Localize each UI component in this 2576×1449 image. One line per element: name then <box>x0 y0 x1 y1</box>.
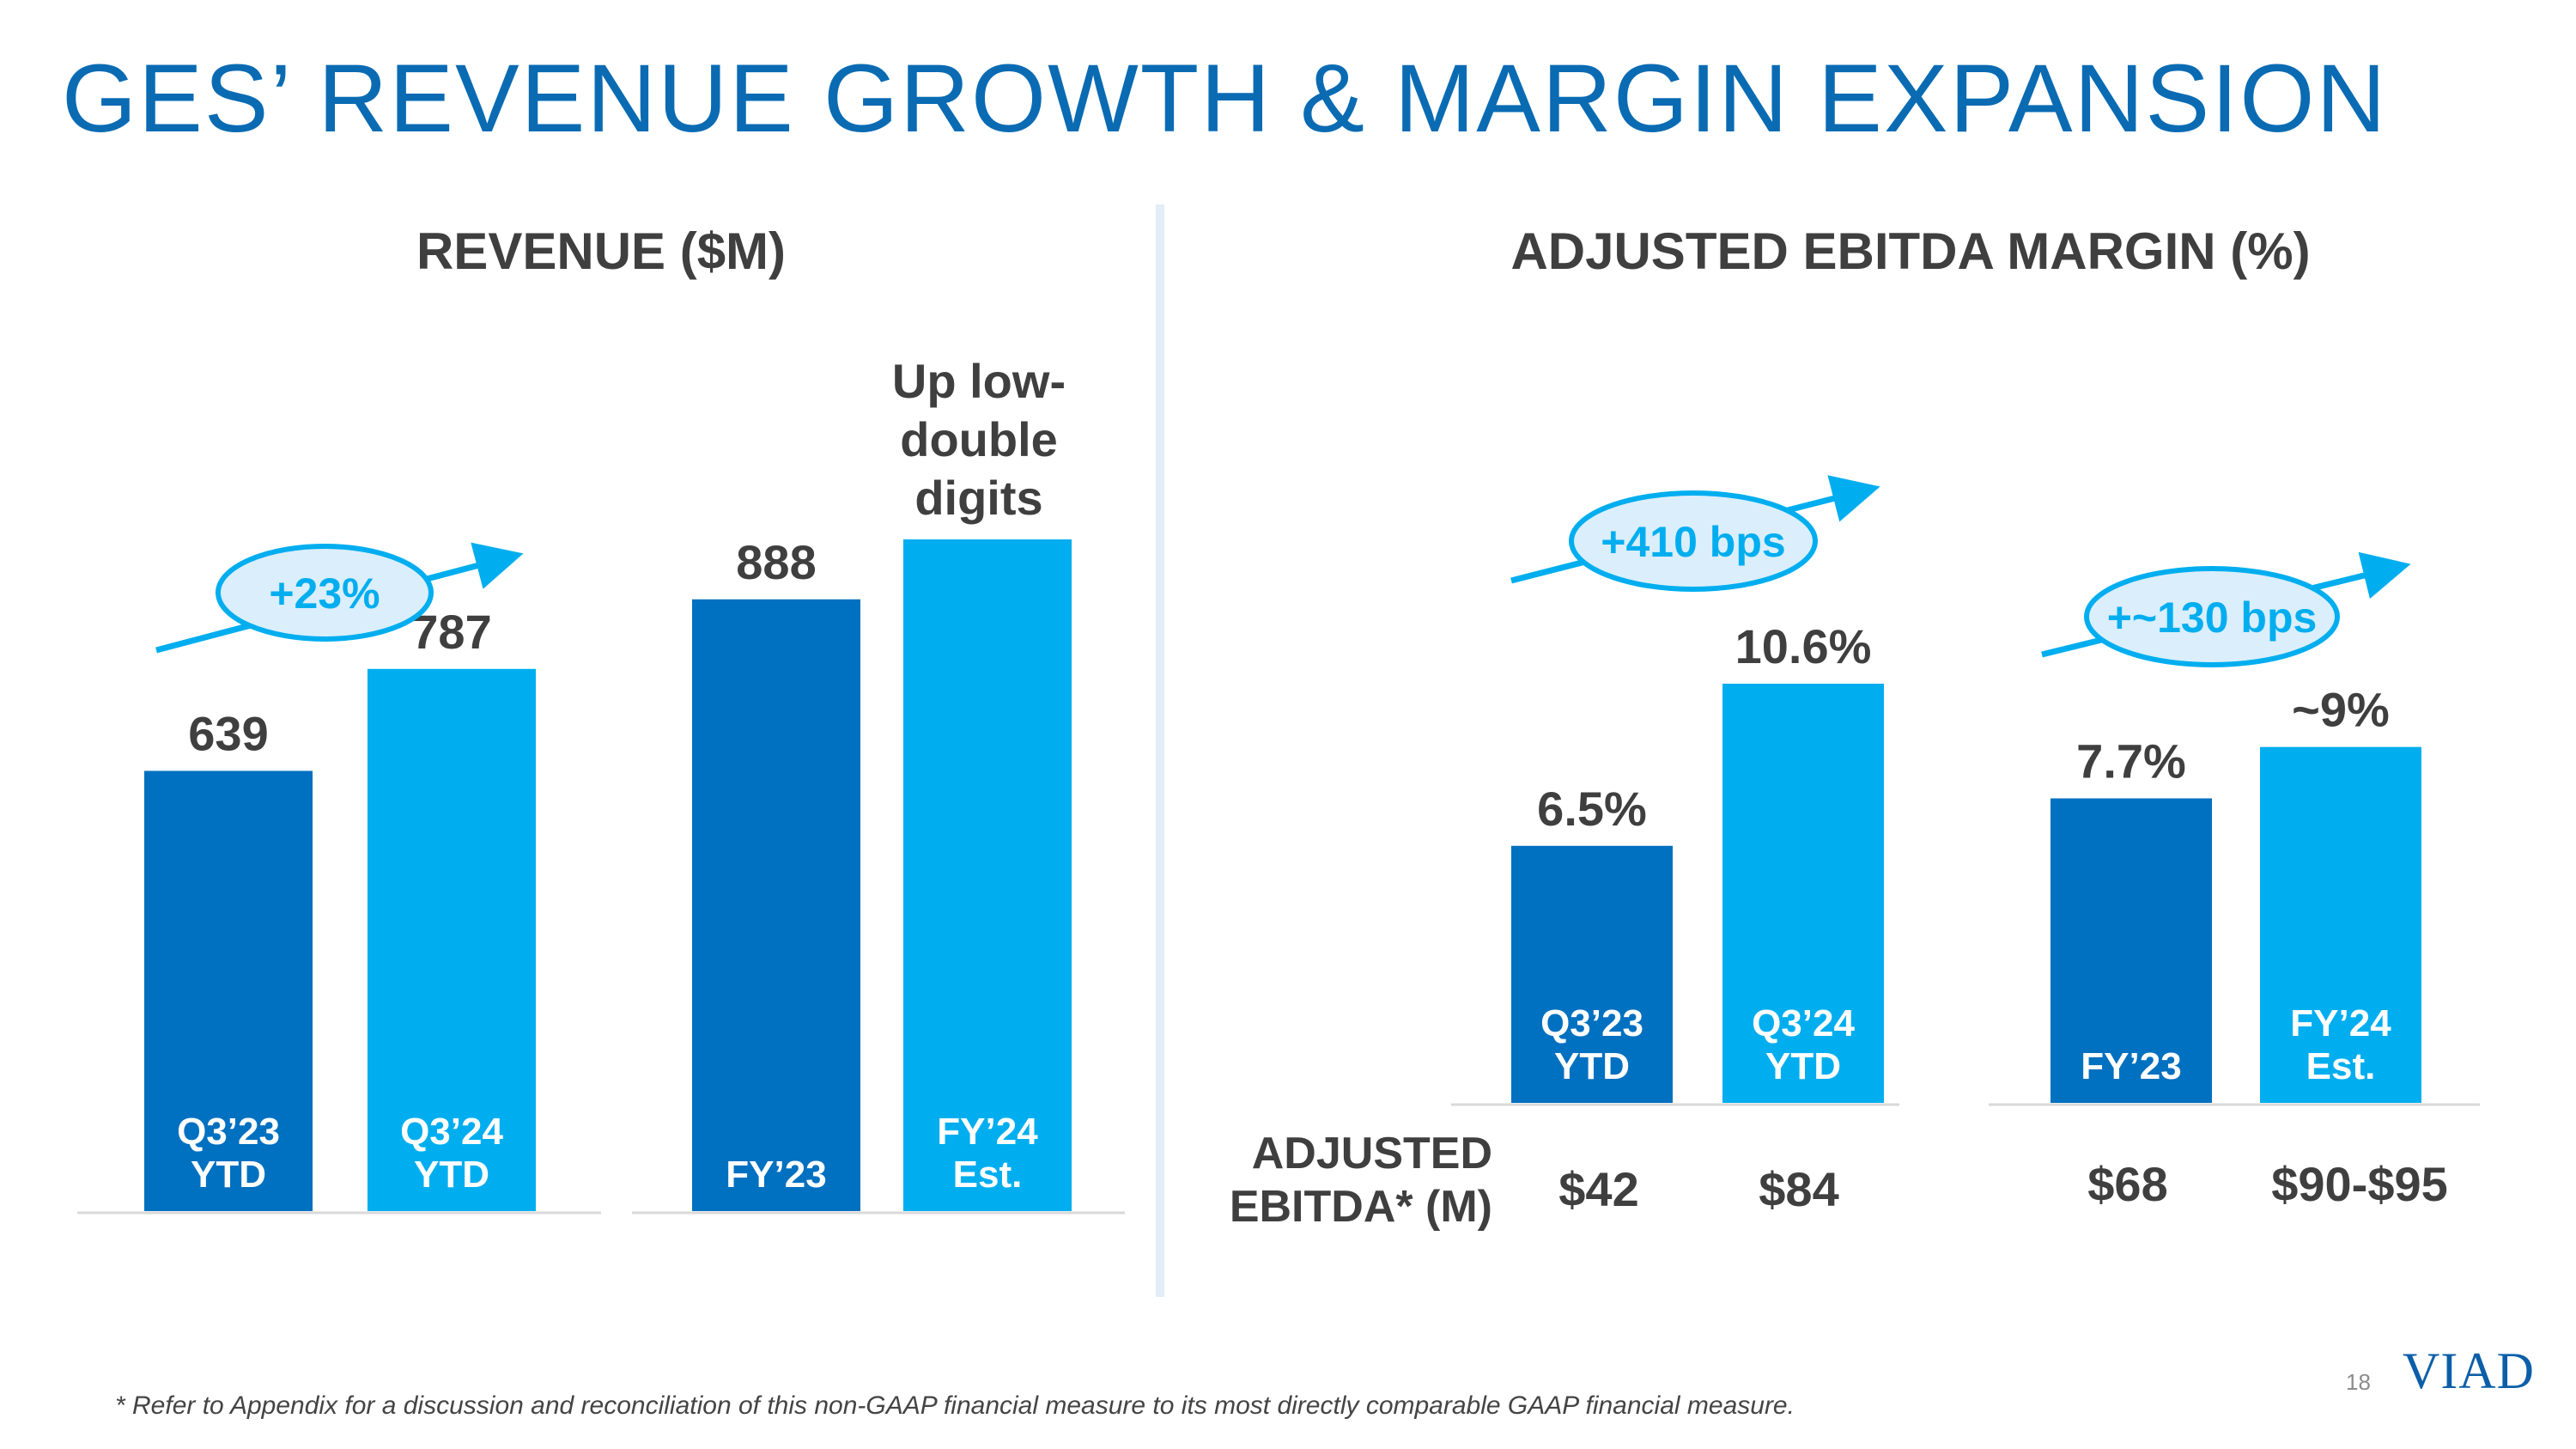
bar-1-1 <box>1722 684 1884 1103</box>
growth-badge-label: +23% <box>269 569 380 618</box>
category-label: YTD <box>1765 1045 1841 1087</box>
growth-badge <box>1569 490 1818 592</box>
bar-value-label: 639 <box>188 706 268 760</box>
category-label: YTD <box>1554 1045 1630 1087</box>
adjusted-ebitda-row-label: ADJUSTED EBITDA* (M) <box>1202 1127 1492 1233</box>
bar-value-label: 7.7% <box>2076 734 2186 788</box>
panel-divider <box>1156 204 1164 1297</box>
bar-1-3 <box>2260 746 2421 1103</box>
category-label: Q3’24 <box>1752 1002 1855 1044</box>
bar-value-label: 10.6% <box>1735 619 1872 673</box>
category-label: Est. <box>953 1154 1023 1196</box>
fy24-note-line: Up low- <box>891 354 1066 408</box>
fy24-note-line: double <box>900 412 1058 466</box>
page-number: 18 <box>2346 1369 2371 1395</box>
growth-badge <box>216 544 434 642</box>
category-label: FY’24 <box>937 1111 1038 1153</box>
category-label: FY’24 <box>2290 1002 2391 1044</box>
bar-value-label: ~9% <box>2292 683 2390 737</box>
category-label: FY’23 <box>726 1154 826 1196</box>
category-label: FY’23 <box>2081 1045 2181 1087</box>
growth-badge-label: +410 bps <box>1601 518 1785 566</box>
bar-1-2 <box>2050 798 2212 1103</box>
category-label: Q3’24 <box>400 1111 503 1153</box>
viad-logo: VIAD <box>2403 1342 2535 1399</box>
growth-badge-label: +~130 bps <box>2107 594 2318 642</box>
ebitda-value-q324: $84 <box>1759 1162 1839 1216</box>
category-label: Q3’23 <box>1540 1002 1643 1044</box>
ebitda-label-line: ADJUSTED <box>1251 1129 1492 1178</box>
bar-value-label: 888 <box>736 535 816 589</box>
bar-value-label: 6.5% <box>1537 782 1647 836</box>
category-label: YTD <box>414 1154 489 1196</box>
footnote: * Refer to Appendix for a discussion and… <box>115 1391 1795 1420</box>
ebitda-value-q323: $42 <box>1558 1162 1639 1216</box>
ebitda-label-line: EBITDA* (M) <box>1229 1182 1492 1232</box>
fy24-note-line: digits <box>914 471 1043 525</box>
category-label: YTD <box>191 1154 266 1196</box>
bar-0-3 <box>903 539 1072 1211</box>
bar-0-1 <box>368 668 536 1211</box>
bar-0-2 <box>692 599 860 1211</box>
category-label: Q3’23 <box>177 1111 280 1153</box>
ebitda-value-fy24: $90-$95 <box>2271 1157 2448 1211</box>
bar-value-label: 787 <box>411 605 491 659</box>
fy24-revenue-note: Up low- double digits <box>850 352 1108 527</box>
margin-panel-title: ADJUSTED EBITDA MARGIN (%) <box>1510 222 2311 280</box>
bar-1-0 <box>1511 845 1673 1103</box>
revenue-panel-title: REVENUE ($M) <box>416 222 787 280</box>
slide-title: GES’ REVENUE GROWTH & MARGIN EXPANSION <box>62 45 2388 152</box>
bar-0-0 <box>144 770 313 1211</box>
category-label: Est. <box>2306 1045 2376 1087</box>
ebitda-value-fy23: $68 <box>2087 1157 2168 1211</box>
growth-badge <box>2084 566 2340 667</box>
